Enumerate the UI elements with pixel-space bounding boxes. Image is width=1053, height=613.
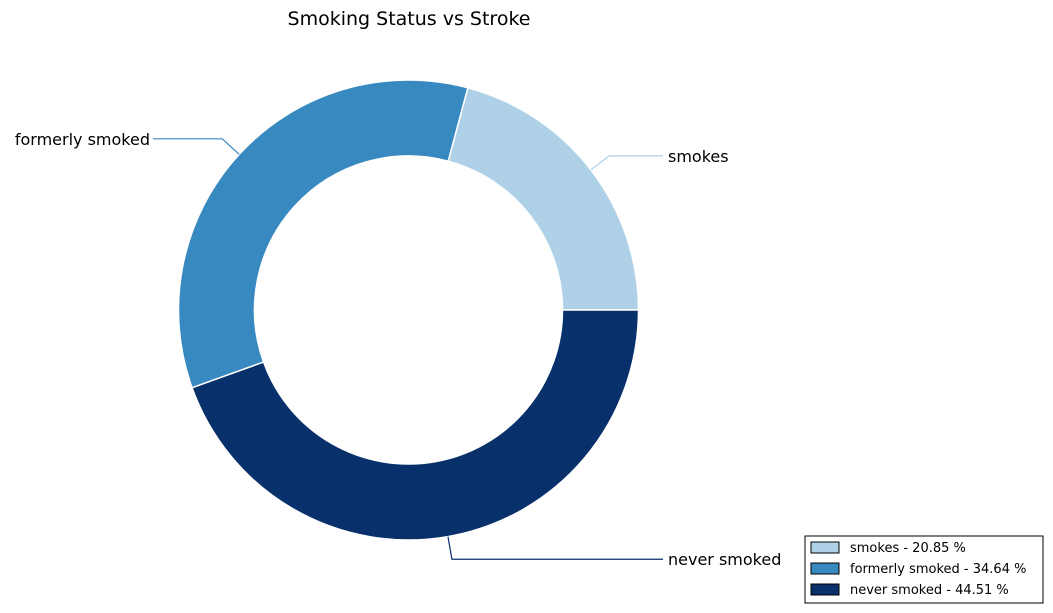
legend-label-never-smoked: never smoked - 44.51 % (850, 583, 1009, 598)
leader-formerly-smoked (153, 138, 240, 155)
legend-items: smokes - 20.85 % formerly smoked - 34.64 … (810, 541, 1026, 598)
legend-label-smokes: smokes - 20.85 % (850, 541, 966, 556)
slice-smokes (447, 87, 640, 311)
slice-label-formerly-smoked: formerly smoked (15, 130, 150, 149)
chart-title: Smoking Status vs Stroke (288, 8, 531, 30)
legend: smokes - 20.85 % formerly smoked - 34.64 … (804, 535, 1044, 604)
slice-label-never-smoked: never smoked (668, 550, 781, 569)
leader-smokes (590, 155, 663, 171)
legend-frame (804, 535, 1044, 604)
legend-swatch-formerly-smoked (810, 562, 840, 575)
slice-labels: smokes formerly smoked never smoked (15, 130, 782, 569)
legend-swatch-never-smoked (810, 583, 840, 596)
slice-never-smoked (191, 309, 640, 541)
slice-formerly-smoked (177, 79, 469, 389)
leader-never-smoked (447, 536, 663, 560)
slice-label-smokes: smokes (668, 147, 729, 166)
donut-slices (177, 79, 640, 541)
slice-label-leaders (153, 138, 663, 560)
legend-label-formerly-smoked: formerly smoked - 34.64 % (850, 562, 1026, 577)
legend-swatch-smokes (810, 541, 840, 554)
